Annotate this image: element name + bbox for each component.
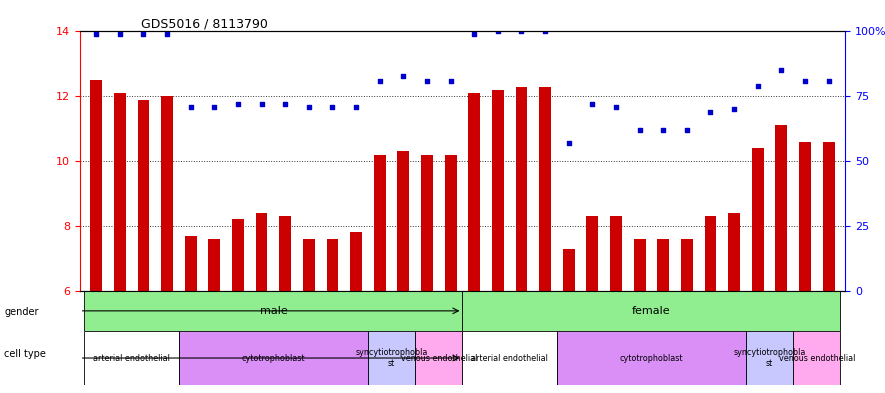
Point (491, 28, 505, 35)
Bar (746, 331, 793, 385)
Point (89, 31, 104, 37)
Text: male: male (259, 306, 288, 316)
Point (183, 103, 197, 110)
Point (326, 103, 340, 110)
Point (207, 103, 221, 110)
Point (774, 67, 789, 73)
Point (467, 31, 481, 37)
Point (302, 103, 316, 110)
Bar (610, 216, 622, 291)
Bar (587, 216, 598, 291)
Point (821, 77, 835, 84)
Point (798, 77, 812, 84)
Bar (463, 331, 557, 385)
Point (112, 31, 127, 37)
Bar (563, 249, 574, 291)
Bar (557, 331, 746, 385)
Point (160, 31, 174, 37)
Bar (421, 155, 433, 291)
Point (373, 77, 387, 84)
Bar (161, 96, 173, 291)
Bar (280, 216, 291, 291)
Point (514, 28, 528, 35)
Bar (209, 239, 220, 291)
Text: cytotrophoblast: cytotrophoblast (242, 354, 305, 362)
Point (680, 127, 694, 133)
Point (419, 77, 434, 84)
Bar (137, 99, 150, 291)
Point (562, 140, 576, 146)
Text: cytotrophoblast: cytotrophoblast (620, 354, 683, 362)
Point (727, 106, 742, 112)
Point (136, 31, 150, 37)
Text: venous endothelial: venous endothelial (401, 354, 477, 362)
Text: arterial endothelial: arterial endothelial (93, 354, 170, 362)
Text: arterial endothelial: arterial endothelial (471, 354, 548, 362)
Bar (84, 291, 463, 331)
Bar (185, 236, 196, 291)
Bar (793, 331, 841, 385)
Bar (232, 219, 244, 291)
Bar (327, 239, 338, 291)
Bar (368, 331, 415, 385)
Point (278, 101, 292, 107)
Point (231, 101, 245, 107)
Bar (823, 141, 835, 291)
Bar (539, 86, 551, 291)
Point (656, 127, 670, 133)
Point (585, 101, 599, 107)
Text: venous endothelial: venous endothelial (779, 354, 855, 362)
Bar (516, 86, 527, 291)
Bar (681, 239, 693, 291)
Bar (303, 239, 315, 291)
Bar (468, 93, 481, 291)
Bar (84, 331, 179, 385)
Text: female: female (632, 306, 671, 316)
Bar (373, 155, 386, 291)
Text: GDS5016 / 8113790: GDS5016 / 8113790 (141, 17, 268, 30)
Point (443, 77, 458, 84)
Bar (799, 141, 811, 291)
Bar (415, 331, 462, 385)
Point (538, 28, 552, 35)
Bar (728, 213, 740, 291)
Bar (90, 80, 102, 291)
Text: syncytiotrophobla
st: syncytiotrophobla st (356, 348, 427, 368)
Bar (658, 239, 669, 291)
Bar (775, 125, 788, 291)
Bar (634, 239, 645, 291)
Point (255, 101, 269, 107)
Bar (704, 216, 716, 291)
Bar (350, 232, 362, 291)
Text: syncytiotrophobla
st: syncytiotrophobla st (734, 348, 805, 368)
Text: cell type: cell type (4, 349, 46, 360)
Point (704, 109, 718, 115)
Bar (256, 213, 267, 291)
Bar (492, 90, 504, 291)
Bar (463, 291, 841, 331)
Bar (444, 155, 457, 291)
Bar (752, 148, 764, 291)
Bar (397, 151, 409, 291)
Text: gender: gender (4, 307, 39, 318)
Point (633, 127, 647, 133)
Bar (114, 93, 126, 291)
Bar (179, 331, 368, 385)
Point (609, 103, 623, 110)
Point (750, 83, 765, 89)
Point (349, 103, 363, 110)
Point (396, 72, 411, 79)
